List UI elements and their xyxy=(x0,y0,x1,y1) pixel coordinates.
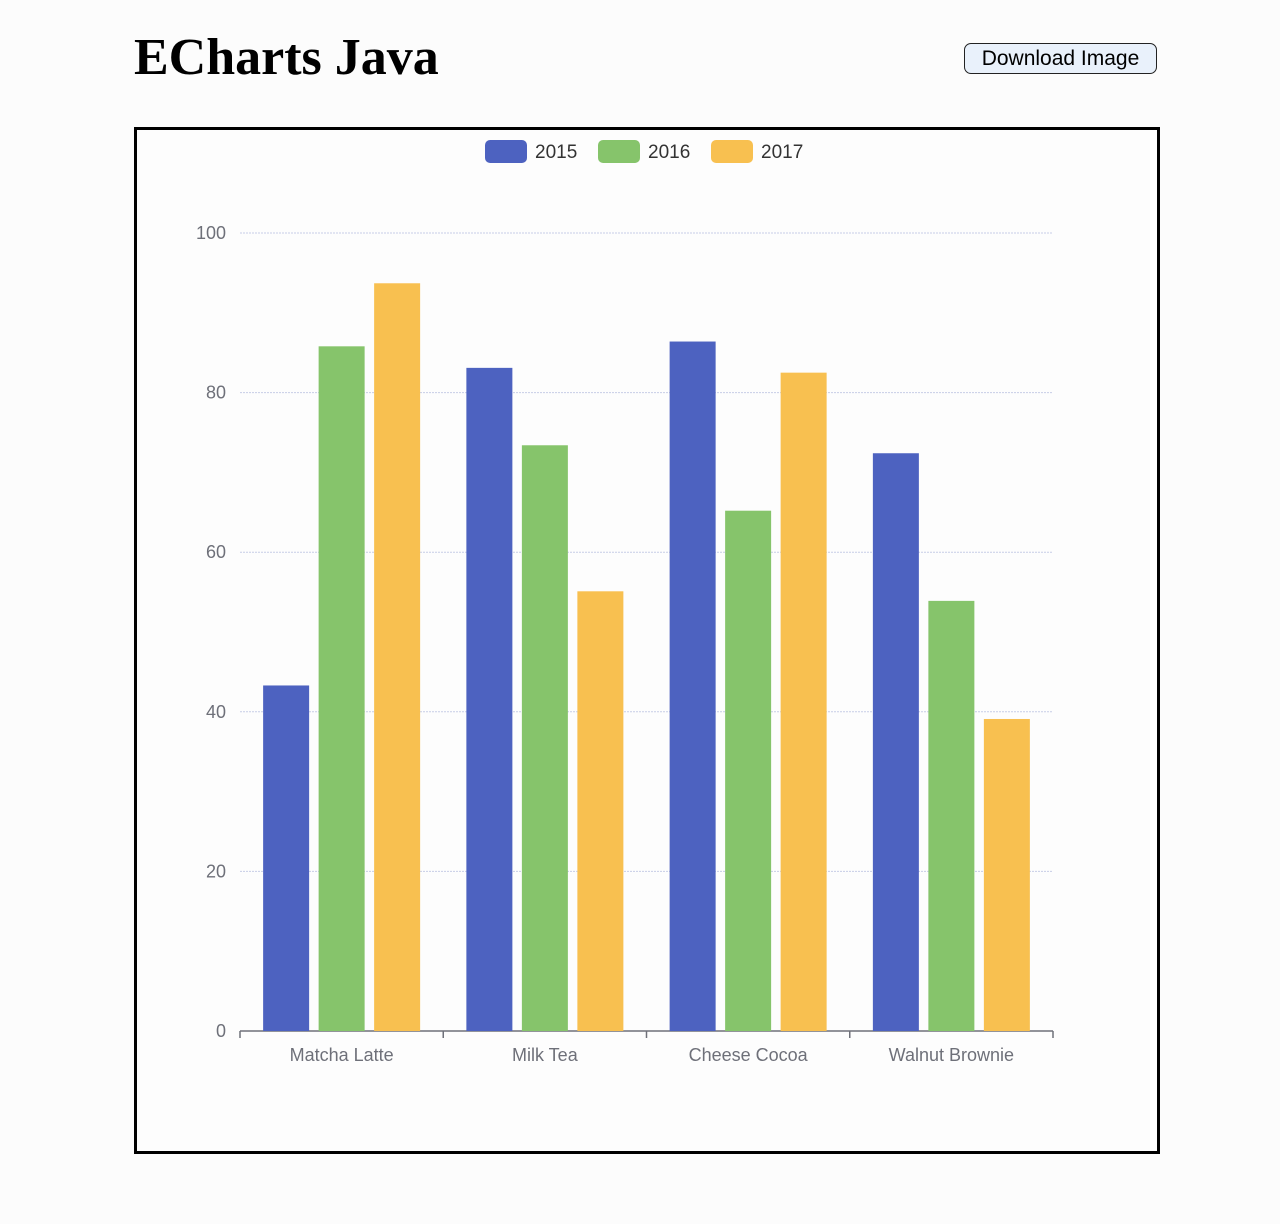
y-tick-label: 100 xyxy=(196,223,226,243)
bar-2015-matcha-latte xyxy=(263,685,310,1031)
legend-swatch-2015[interactable] xyxy=(485,140,527,163)
legend-label[interactable]: 2017 xyxy=(761,142,803,163)
y-tick-label: 20 xyxy=(206,861,226,881)
legend-swatch-2016[interactable] xyxy=(598,140,640,163)
y-tick-label: 40 xyxy=(206,702,226,722)
bar-2016-matcha-latte xyxy=(318,346,365,1031)
x-tick-label: Cheese Cocoa xyxy=(689,1045,809,1065)
bar-2015-cheese-cocoa xyxy=(669,341,716,1031)
bar-2016-milk-tea xyxy=(521,445,568,1031)
bar-2015-walnut-brownie xyxy=(872,453,919,1031)
bar-2017-walnut-brownie xyxy=(983,718,1030,1031)
download-image-button[interactable]: Download Image xyxy=(964,43,1157,74)
page-title: ECharts Java xyxy=(134,29,439,86)
bar-2016-walnut-brownie xyxy=(928,600,975,1031)
bar-2017-milk-tea xyxy=(577,591,624,1031)
x-tick-label: Milk Tea xyxy=(512,1045,579,1065)
bar-chart: 0 20 40 60 80 100 Matcha Latte Milk Tea Cheese C… xyxy=(196,140,1054,1065)
y-tick-label: 80 xyxy=(206,383,226,403)
chart-container: 0 20 40 60 80 100 Matcha Latte Milk Tea Cheese C… xyxy=(134,127,1160,1154)
bar-2017-cheese-cocoa xyxy=(780,372,827,1031)
bar-2015-milk-tea xyxy=(466,367,513,1031)
legend-label[interactable]: 2015 xyxy=(535,142,577,163)
y-tick-label: 0 xyxy=(216,1021,226,1041)
y-tick-label: 60 xyxy=(206,542,226,562)
bar-2017-matcha-latte xyxy=(374,283,421,1031)
bar-2016-cheese-cocoa xyxy=(725,510,772,1032)
legend-label[interactable]: 2016 xyxy=(648,142,690,163)
x-tick-label: Matcha Latte xyxy=(290,1045,394,1065)
legend-swatch-2017[interactable] xyxy=(711,140,753,163)
x-tick-label: Walnut Brownie xyxy=(889,1045,1014,1065)
